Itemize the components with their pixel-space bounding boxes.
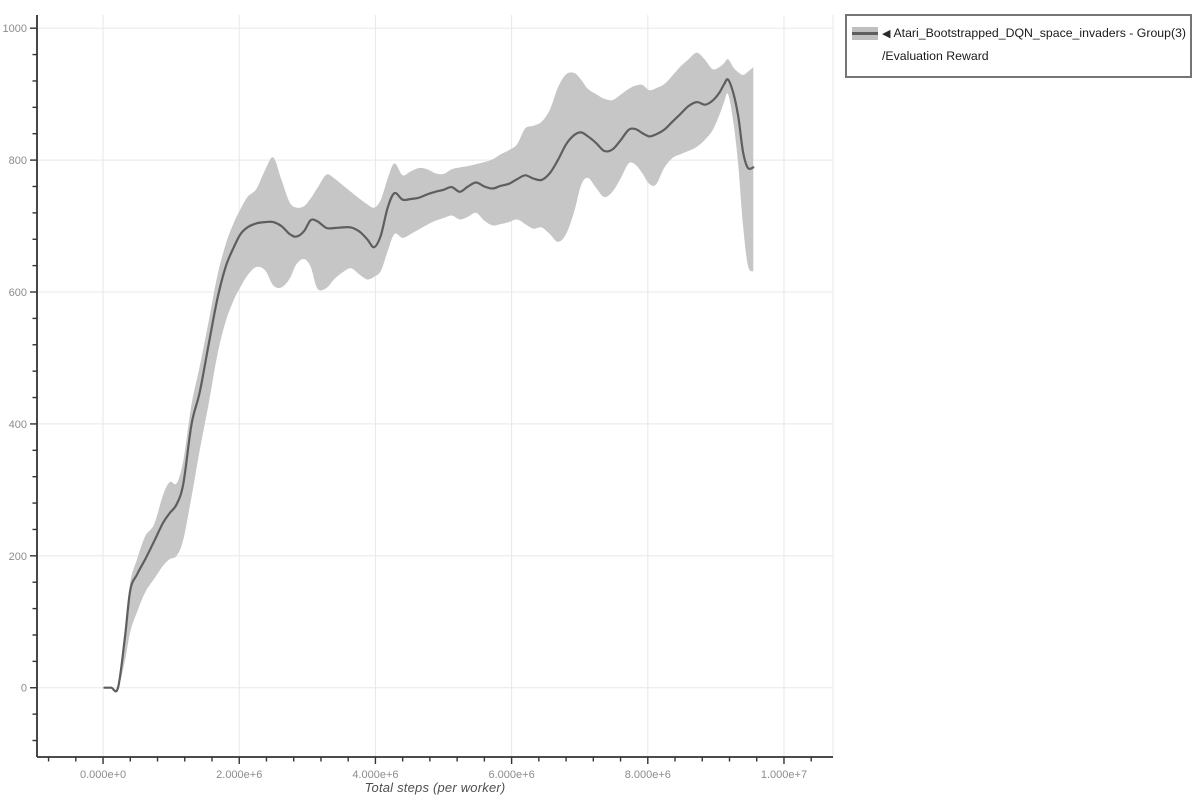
y-tick-label: 1000 bbox=[3, 23, 27, 35]
x-tick-label: 2.000e+6 bbox=[216, 769, 262, 781]
legend-item[interactable]: ◀ Atari_Bootstrapped_DQN_space_invaders -… bbox=[852, 22, 1186, 67]
legend-label: ◀ Atari_Bootstrapped_DQN_space_invaders -… bbox=[882, 22, 1186, 67]
gridlines bbox=[37, 15, 834, 757]
y-tick-label: 600 bbox=[9, 287, 27, 299]
x-tick-label: 6.000e+6 bbox=[489, 769, 535, 781]
x-tick-label: 8.000e+6 bbox=[625, 769, 671, 781]
legend-metric-name: /Evaluation Reward bbox=[882, 49, 989, 63]
confidence-band bbox=[104, 52, 754, 692]
mean-line bbox=[103, 78, 755, 693]
legend-series-name: Atari_Bootstrapped_DQN_space_invaders - … bbox=[893, 26, 1187, 40]
reward-chart[interactable]: 0.000e+0 2.000e+6 4.000e+6 6.000e+6 8.000e+6… bbox=[0, 0, 840, 800]
y-tick-labels: 0 200 400 600 800 1000 bbox=[3, 23, 27, 695]
y-tick-label: 0 bbox=[21, 683, 27, 695]
series-band-marker-icon bbox=[852, 27, 878, 40]
y-tick-label: 400 bbox=[9, 419, 27, 431]
collapse-arrow-icon: ◀ bbox=[882, 28, 891, 40]
x-tick-label: 4.000e+6 bbox=[352, 769, 398, 781]
legend-box: ◀ Atari_Bootstrapped_DQN_space_invaders -… bbox=[845, 14, 1192, 78]
axis-spines bbox=[36, 15, 833, 758]
axis-ticks bbox=[30, 27, 812, 764]
x-tick-label: 1.000e+7 bbox=[761, 769, 807, 781]
x-axis-title: Total steps (per worker) bbox=[364, 780, 506, 795]
y-tick-label: 200 bbox=[9, 551, 27, 563]
y-tick-label: 800 bbox=[9, 155, 27, 167]
x-tick-labels: 0.000e+0 2.000e+6 4.000e+6 6.000e+6 8.000e+6… bbox=[80, 769, 807, 781]
series-line-marker-icon bbox=[852, 32, 878, 35]
x-tick-label: 0.000e+0 bbox=[80, 769, 126, 781]
